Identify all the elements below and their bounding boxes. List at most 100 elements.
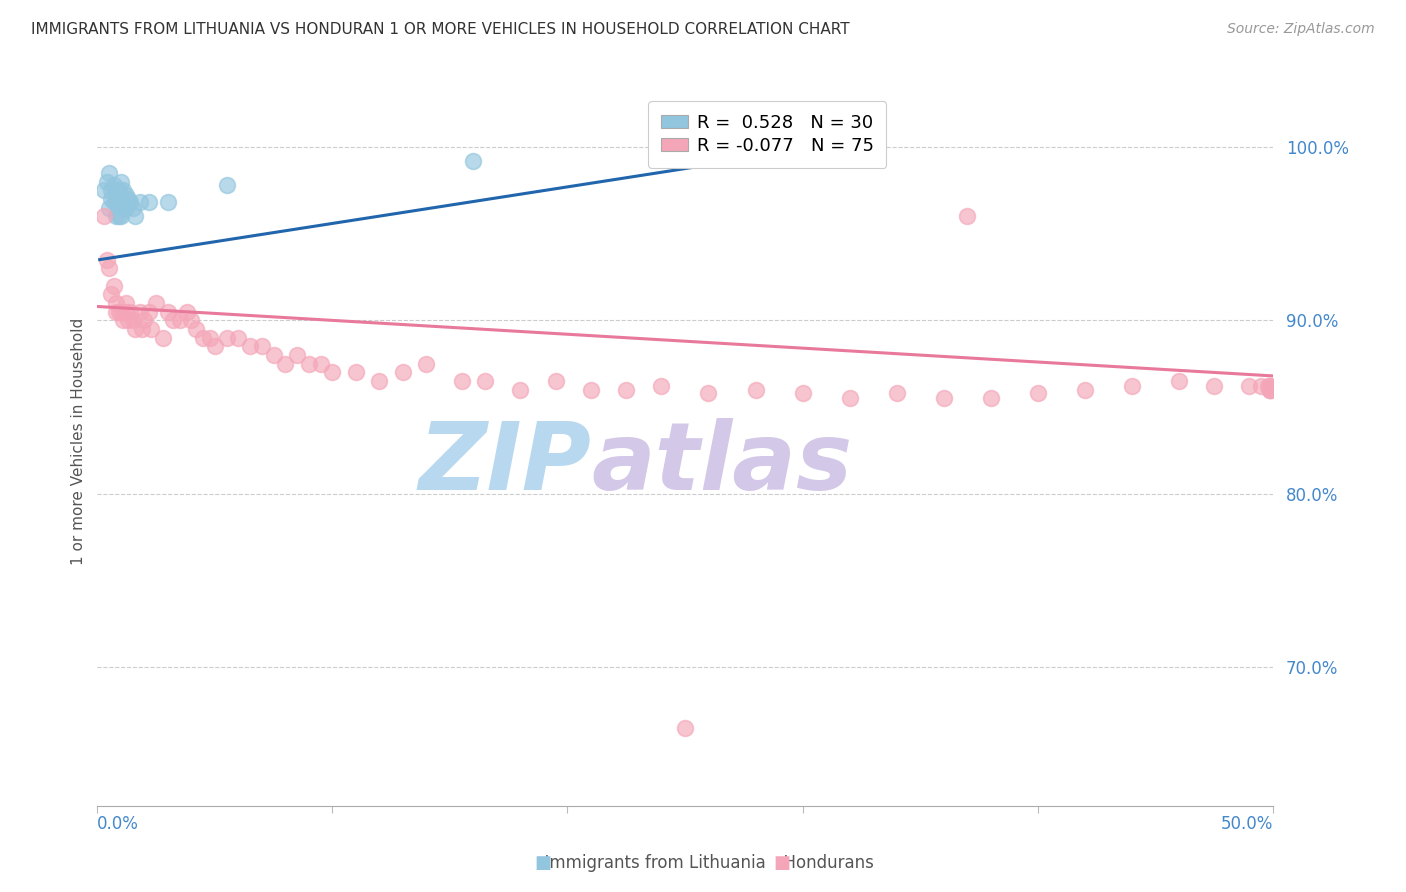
Point [105, 296, 128, 310]
Point [321, 366, 343, 380]
Text: ■: ■ [773, 855, 790, 872]
Point [103, 195, 125, 210]
Point [1167, 374, 1189, 388]
Point [107, 192, 129, 206]
Point [932, 392, 955, 406]
Point [544, 374, 567, 388]
Text: 0.0%: 0.0% [97, 815, 139, 833]
Point [509, 383, 531, 397]
Point [128, 304, 150, 318]
Point [105, 183, 128, 197]
Point [215, 178, 238, 192]
Point [474, 374, 496, 388]
Point [1258, 379, 1281, 393]
Point [697, 386, 720, 401]
Point [250, 339, 273, 353]
Text: Hondurans: Hondurans [773, 855, 875, 872]
Point [1250, 379, 1272, 393]
Point [152, 331, 174, 345]
Point [112, 201, 135, 215]
Point [96, 252, 118, 267]
Point [239, 339, 262, 353]
Point [156, 304, 179, 318]
Point [98, 166, 121, 180]
Point [1237, 379, 1260, 393]
Point [138, 195, 160, 210]
Point [579, 383, 602, 397]
Point [114, 188, 136, 202]
Text: 50.0%: 50.0% [1220, 815, 1272, 833]
Point [176, 304, 198, 318]
Point [156, 195, 179, 210]
Point [886, 386, 908, 401]
Point [169, 313, 191, 327]
Point [368, 374, 391, 388]
Point [204, 339, 226, 353]
Point [1258, 379, 1281, 393]
Point [228, 331, 250, 345]
Point [110, 192, 132, 206]
Point [96, 175, 118, 189]
Point [100, 192, 122, 206]
Point [263, 348, 285, 362]
Point [180, 313, 202, 327]
Point [131, 322, 153, 336]
Text: atlas: atlas [591, 417, 852, 509]
Point [1073, 383, 1095, 397]
Text: Source: ZipAtlas.com: Source: ZipAtlas.com [1227, 22, 1375, 37]
Point [344, 366, 367, 380]
Point [121, 201, 143, 215]
Point [138, 304, 160, 318]
Point [415, 357, 437, 371]
Point [1258, 383, 1281, 397]
Point [100, 287, 122, 301]
Point [1202, 379, 1225, 393]
Text: Immigrants from Lithuania: Immigrants from Lithuania [534, 855, 766, 872]
Point [110, 304, 132, 318]
Point [121, 313, 143, 327]
Point [98, 261, 121, 276]
Point [162, 313, 184, 327]
Point [184, 322, 207, 336]
Point [103, 178, 125, 192]
Point [117, 192, 139, 206]
Text: ■: ■ [534, 855, 551, 872]
Point [744, 383, 766, 397]
Point [673, 721, 696, 735]
Point [100, 183, 122, 197]
Legend: R =  0.528   N = 30, R = -0.077   N = 75: R = 0.528 N = 30, R = -0.077 N = 75 [648, 101, 886, 168]
Point [298, 357, 321, 371]
Point [110, 175, 132, 189]
Point [120, 304, 142, 318]
Point [112, 313, 135, 327]
Point [614, 383, 637, 397]
Point [463, 153, 485, 168]
Point [392, 366, 415, 380]
Point [191, 331, 214, 345]
Point [956, 209, 979, 223]
Point [309, 357, 332, 371]
Point [650, 379, 672, 393]
Point [120, 195, 142, 210]
Point [105, 209, 128, 223]
Point [117, 313, 139, 327]
Point [105, 304, 128, 318]
Point [93, 209, 115, 223]
Point [792, 386, 814, 401]
Text: IMMIGRANTS FROM LITHUANIA VS HONDURAN 1 OR MORE VEHICLES IN HOUSEHOLD CORRELATIO: IMMIGRANTS FROM LITHUANIA VS HONDURAN 1 … [31, 22, 849, 37]
Point [107, 304, 129, 318]
Point [198, 331, 221, 345]
Point [93, 183, 115, 197]
Point [145, 296, 167, 310]
Point [128, 195, 150, 210]
Point [114, 304, 136, 318]
Point [124, 322, 146, 336]
Point [450, 374, 472, 388]
Point [1026, 386, 1049, 401]
Point [110, 209, 132, 223]
Y-axis label: 1 or more Vehicles in Household: 1 or more Vehicles in Household [72, 318, 86, 566]
Point [1257, 379, 1279, 393]
Point [134, 313, 156, 327]
Point [112, 183, 135, 197]
Point [107, 209, 129, 223]
